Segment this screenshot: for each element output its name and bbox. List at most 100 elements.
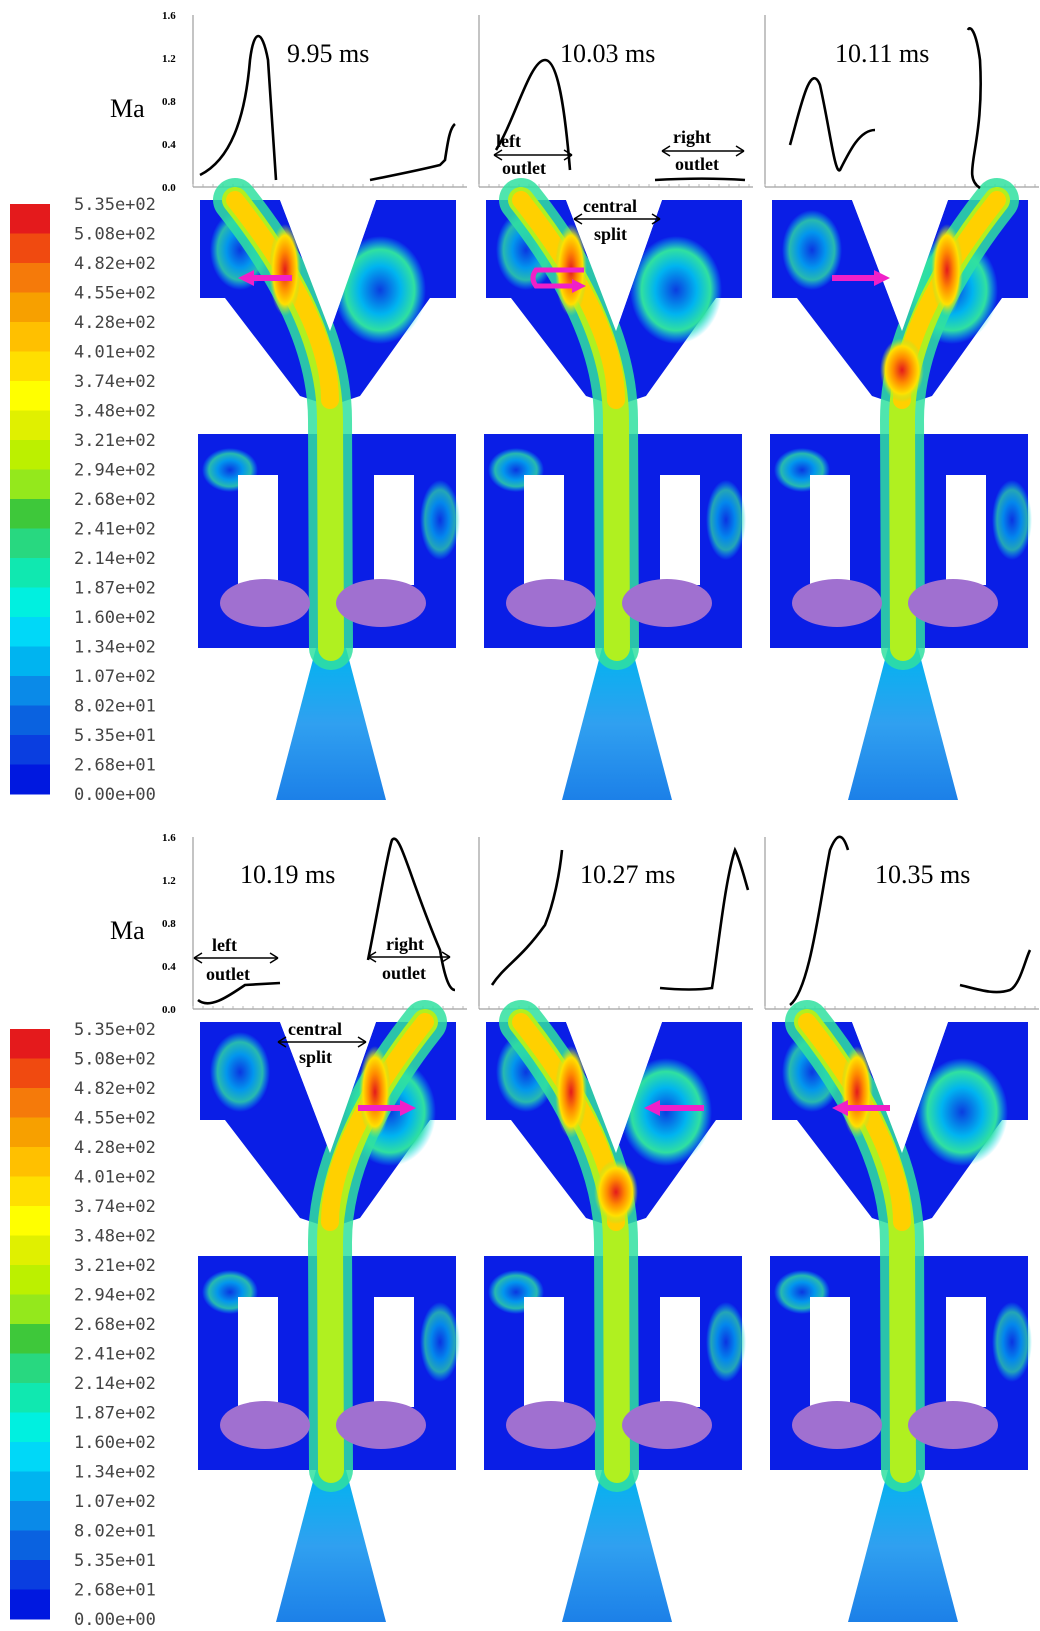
left-outlet-word2: outlet: [502, 158, 546, 178]
arrow-head: [644, 1100, 660, 1116]
vortex-lower-right: [420, 480, 460, 560]
panel-5: 10.27 ms: [478, 837, 753, 1622]
colorbar-swatch-6: [10, 381, 50, 411]
ma-curve-right-6: [959, 949, 1032, 994]
electrode-left-slot: [810, 475, 850, 585]
central-split-notch: [280, 200, 376, 331]
ma-tick-label-3: 0.4: [162, 961, 176, 973]
right-outlet-arrow-heads: [661, 145, 745, 157]
panel-2: 10.03 ms: [478, 15, 753, 800]
colorbar-label-11: 2.41e+02: [74, 520, 156, 540]
left-outlet-arrow-heads-b: [193, 952, 279, 964]
electrode-left: [792, 1401, 882, 1449]
central-split-notch: [280, 1022, 376, 1153]
time-label-3: 10.11 ms: [835, 39, 929, 68]
vortex-lower-right: [706, 480, 746, 560]
colorbar-swatch-1: [10, 1058, 50, 1089]
ma-tick-label-0: 1.6: [162, 10, 176, 22]
exit-nozzle: [848, 648, 958, 800]
left-outlet-word1: left: [496, 131, 521, 151]
electrode-right-slot: [660, 1297, 700, 1407]
flow-arrow-5: [644, 1100, 704, 1116]
colorbar-top: 5.35e+02 5.08e+02 4.82e+02 4.55e+02 4.28e+02…: [10, 195, 156, 805]
exit-nozzle: [276, 648, 386, 800]
ma-tick-label-3: 0.4: [162, 139, 176, 151]
hot-spot: [555, 1046, 587, 1138]
electrode-right: [908, 1401, 998, 1449]
time-label-2: 10.03 ms: [560, 39, 655, 68]
panels-group: 1.6 1.2 0.8 0.4 0.0 9.95 ms 10.03 ms 10.11 ms 1.…: [162, 10, 1039, 1622]
colorbar-swatch-15: [10, 646, 50, 677]
ma-curve-right-3: [966, 27, 982, 190]
colorbar-label-14: 1.60e+02: [74, 608, 156, 628]
flow-arrow-2: [530, 267, 586, 293]
colorbar-label-4: 4.28e+02: [74, 1138, 156, 1158]
colorbar-label-2: 4.82e+02: [74, 254, 156, 274]
vortex-lower-right: [992, 480, 1032, 560]
central-split-word2-b: split: [299, 1047, 332, 1067]
colorbar-label-18: 5.35e+01: [74, 726, 156, 746]
hot-spot: [359, 1046, 391, 1138]
electrode-left-slot: [238, 1297, 278, 1407]
vortex-right: [620, 1058, 712, 1166]
colorbar-label-8: 3.21e+02: [74, 431, 156, 451]
vortex-left: [782, 210, 842, 290]
colorbar-swatch-4: [10, 1147, 50, 1177]
colorbar-swatch-18: [10, 1560, 50, 1590]
annotation-right-outlet-bottom: right outlet: [367, 934, 451, 983]
colorbar-swatch-18: [10, 735, 50, 765]
ma-curve-right-1: [369, 122, 456, 182]
colorbar-swatch-10: [10, 1324, 50, 1354]
colorbar-swatch-9: [10, 1294, 50, 1325]
electrode-right: [908, 579, 998, 627]
colorbar-bottom: 5.35e+02 5.08e+02 4.82e+02 4.55e+02 4.28e+02…: [10, 1020, 156, 1630]
time-label-6: 10.35 ms: [875, 860, 970, 889]
exit-nozzle: [562, 648, 672, 800]
arrow-head: [400, 1100, 416, 1116]
colorbar-swatch-14: [10, 1442, 50, 1472]
colorbar-swatch-16: [10, 1501, 50, 1531]
ma-tick-label-4: 0.0: [162, 1004, 176, 1016]
colorbar-label-7: 3.48e+02: [74, 402, 156, 422]
central-split-arrow-heads: [573, 213, 661, 225]
electrode-left-slot: [524, 475, 564, 585]
colorbar-swatch-7: [10, 1235, 50, 1266]
annotation-left-outlet-top: left outlet: [493, 131, 573, 178]
panel-4: 1.6 1.2 0.8 0.4 0.0 10.19 ms: [162, 832, 467, 1622]
right-outlet-word2: outlet: [675, 154, 719, 174]
electrode-right: [336, 579, 426, 627]
time-label-1: 9.95 ms: [287, 39, 369, 68]
flow-domain-2: [484, 178, 746, 800]
hot-spot-throat: [880, 338, 924, 402]
time-label-4: 10.19 ms: [240, 860, 335, 889]
flow-arrow-6: [832, 1100, 890, 1116]
colorbar-label-7: 3.48e+02: [74, 1227, 156, 1247]
colorbar-swatch-5: [10, 1176, 50, 1207]
right-outlet-word1-b: right: [386, 934, 424, 954]
electrode-right-slot: [946, 475, 986, 585]
ma-tick-label-0: 1.6: [162, 832, 176, 844]
colorbar-swatch-8: [10, 440, 50, 470]
colorbar-label-5: 4.01e+02: [74, 343, 156, 363]
colorbar-label-17: 8.02e+01: [74, 697, 156, 717]
annotation-central-split-top: central split: [573, 196, 661, 244]
colorbar-swatch-13: [10, 1412, 50, 1443]
ma-curve-5: [490, 849, 564, 986]
colorbar-swatch-0: [10, 204, 50, 234]
electrode-right: [622, 579, 712, 627]
colorbar-label-9: 2.94e+02: [74, 1286, 156, 1306]
colorbar-swatch-19: [10, 764, 50, 795]
colorbar-swatch-12: [10, 1383, 50, 1413]
electrode-left: [220, 579, 310, 627]
vortex-right: [334, 236, 426, 344]
colorbar-swatch-14: [10, 617, 50, 647]
colorbar-swatch-0: [10, 1029, 50, 1059]
colorbar-label-19: 2.68e+01: [74, 756, 156, 776]
ma-curve-2: [494, 58, 572, 171]
arrow-head: [572, 279, 586, 293]
right-outlet-word1: right: [673, 127, 711, 147]
colorbar-swatch-1: [10, 233, 50, 264]
colorbar-swatch-11: [10, 528, 50, 559]
ma-axis-label-bottom: Ma: [110, 916, 145, 945]
